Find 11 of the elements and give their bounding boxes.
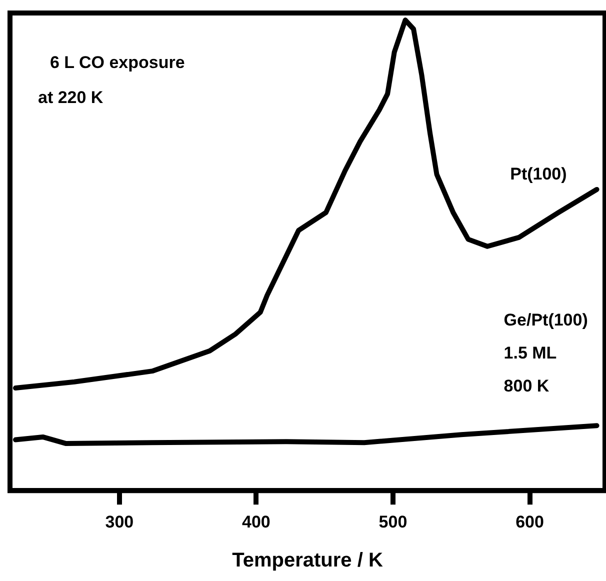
x-axis-title: Temperature / K [232,550,384,572]
annotation: 1.5 ML [504,344,557,363]
annotation: 800 K [504,376,550,396]
annotation: at 220 K [38,88,104,107]
x-tick-label: 400 [242,512,270,532]
annotation: 6 L CO exposure [50,53,185,72]
series-label: Pt(100) [510,164,567,184]
x-tick-label: 300 [105,512,134,532]
annotation: Ge/Pt(100) [504,310,588,330]
x-tick-label: 600 [516,512,544,532]
x-tick-label: 500 [378,512,408,532]
